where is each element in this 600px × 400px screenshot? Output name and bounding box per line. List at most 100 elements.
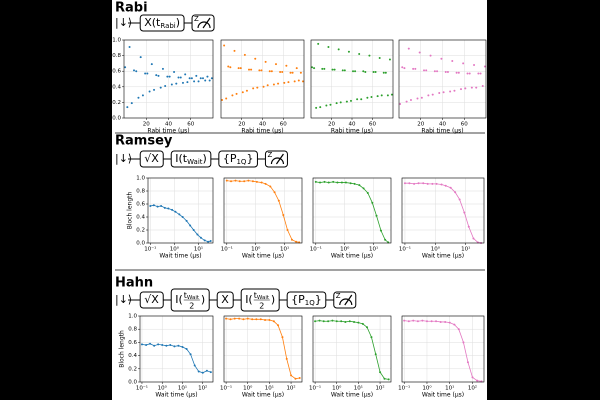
data-point: [233, 49, 236, 52]
data-point: [374, 70, 377, 73]
gate-sub: Wait: [187, 158, 203, 166]
section-title: Ramsey: [115, 134, 173, 149]
data-point: [237, 67, 240, 70]
data-point: [374, 353, 377, 356]
data-point: [446, 70, 449, 73]
data-point: [234, 179, 237, 182]
x-tick-label: 10¹: [354, 385, 363, 392]
data-point: [318, 319, 321, 322]
gate-tail: ): [176, 16, 180, 29]
data-point: [297, 79, 300, 82]
gate: √X: [139, 291, 164, 309]
x-tick-label: 10⁰: [340, 246, 350, 253]
data-point: [290, 374, 293, 377]
x-tick-label: 40: [349, 122, 356, 128]
data-point: [260, 69, 263, 72]
gate-sub: 1Q: [236, 158, 246, 166]
gate: {P1Q}: [218, 150, 258, 168]
data-point: [135, 70, 138, 73]
data-point: [225, 179, 228, 182]
data-point: [384, 238, 387, 241]
data-point: [463, 211, 466, 214]
data-point: [193, 80, 196, 83]
meter-arc: [270, 157, 285, 165]
data-point: [173, 345, 176, 348]
data-point: [413, 182, 416, 185]
data-point: [332, 180, 335, 183]
data-point: [203, 239, 206, 242]
data-point: [462, 341, 465, 344]
data-point: [283, 81, 286, 84]
data-point: [344, 320, 347, 323]
x-tick-label: 20: [143, 122, 150, 128]
x-tick-label: 10⁻¹: [136, 385, 148, 392]
data-point: [453, 323, 456, 326]
data-point: [353, 320, 356, 323]
data-point: [407, 320, 410, 323]
data-point: [347, 50, 350, 53]
data-point: [174, 210, 177, 213]
data-point: [233, 317, 236, 320]
data-point: [286, 229, 289, 231]
data-point: [319, 106, 322, 109]
data-point: [266, 84, 269, 87]
x-tick-label: 60: [369, 122, 376, 128]
data-point: [414, 67, 417, 70]
plot-frame: [312, 177, 392, 244]
x-tick-label: 40: [165, 122, 172, 128]
data-point: [358, 53, 361, 56]
data-point: [321, 67, 324, 70]
x-tick-label: 10¹: [265, 385, 274, 392]
data-point: [223, 44, 226, 47]
meter-basis: Z: [336, 292, 341, 300]
data-point: [403, 319, 406, 322]
plot-area: [313, 316, 391, 382]
data-point: [348, 320, 351, 323]
frac-den: 2: [189, 302, 194, 311]
section-title: Rabi: [115, 1, 148, 16]
data-point: [197, 80, 200, 83]
x-axis-label: Rabi time (μs): [421, 128, 463, 135]
x-tick-label: 10⁻¹: [144, 246, 156, 253]
data-point: [421, 319, 424, 322]
data-point: [430, 320, 433, 323]
x-tick-label: 40: [439, 122, 446, 128]
plot-frame: [147, 177, 214, 244]
gate-box: [139, 14, 185, 32]
y-tick-label: 0.0: [112, 116, 121, 122]
data-point: [163, 206, 166, 209]
plot-area: [224, 316, 302, 382]
data-point: [264, 318, 267, 321]
data-point: [357, 321, 360, 324]
data-point: [161, 344, 164, 347]
y-tick-label: 0.0: [136, 241, 145, 247]
data-point: [462, 62, 465, 65]
data-point: [268, 70, 271, 73]
data-point: [277, 199, 280, 202]
data-point: [291, 71, 294, 74]
data-point: [356, 98, 359, 101]
data-point: [442, 91, 445, 94]
data-point: [403, 67, 406, 70]
x-tick-label: 10²: [198, 385, 207, 392]
x-axis-label: Wait time (μs): [422, 253, 464, 260]
data-point: [197, 370, 200, 373]
data-point: [168, 75, 171, 78]
gate-box: [139, 150, 164, 168]
plot-frame: [310, 39, 394, 119]
data-point: [466, 72, 469, 75]
ket: |↓⟩: [115, 293, 132, 306]
right-border: [487, 0, 600, 400]
data-point: [175, 82, 178, 85]
data-point: [431, 182, 434, 185]
data-point: [193, 364, 196, 367]
gate-text: I(t: [175, 152, 188, 165]
data-point: [243, 53, 246, 56]
data-point: [247, 179, 250, 182]
x-tick-label: 10⁰: [332, 385, 342, 392]
data-point: [425, 69, 428, 72]
